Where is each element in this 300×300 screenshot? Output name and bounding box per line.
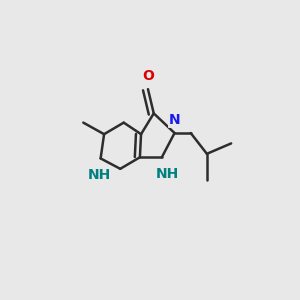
Text: NH: NH (156, 167, 179, 181)
Text: NH: NH (88, 168, 111, 182)
Text: O: O (142, 69, 154, 83)
Text: NH: NH (88, 168, 111, 182)
Text: O: O (142, 69, 154, 83)
Text: N: N (169, 113, 180, 127)
Text: NH: NH (156, 167, 179, 181)
Text: N: N (170, 113, 182, 127)
